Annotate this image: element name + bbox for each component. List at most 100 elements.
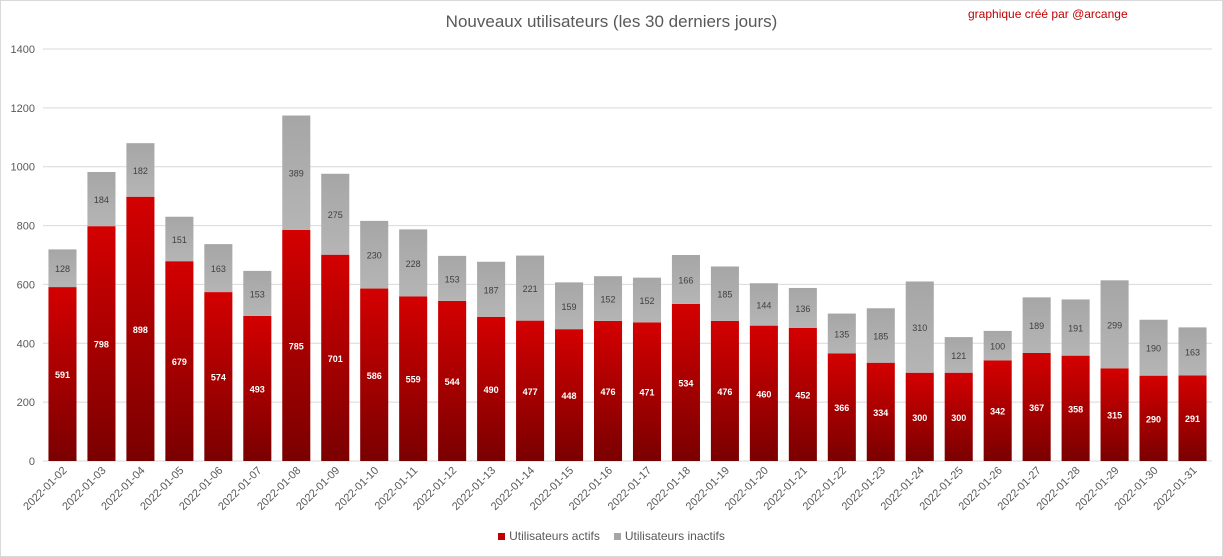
data-label-active: 448 [562, 391, 577, 401]
bar-inactive [204, 244, 233, 293]
data-label-inactive: 163 [1185, 347, 1200, 357]
data-label-active: 574 [211, 373, 226, 383]
bar-active [126, 196, 155, 461]
bar-active [1178, 375, 1207, 461]
data-label-inactive: 230 [367, 251, 382, 261]
bar-active [749, 325, 778, 461]
y-tick-label: 1200 [11, 103, 35, 115]
bar-inactive [555, 282, 584, 330]
bar-active [1061, 355, 1090, 461]
data-label-active: 300 [951, 413, 966, 423]
data-label-inactive: 187 [484, 285, 499, 295]
bar-inactive [983, 330, 1012, 361]
bar-inactive [710, 266, 739, 321]
bar-active [866, 362, 895, 461]
data-label-inactive: 121 [951, 351, 966, 361]
data-label-active: 471 [639, 388, 654, 398]
data-label-inactive: 275 [328, 210, 343, 220]
data-label-active: 291 [1185, 414, 1200, 424]
bar-active [516, 320, 545, 461]
bar-active [204, 292, 233, 461]
data-label-active: 342 [990, 407, 1005, 417]
data-label-active: 358 [1068, 404, 1083, 414]
bar-active [632, 322, 662, 461]
data-label-inactive: 228 [406, 259, 421, 269]
bar-inactive [282, 115, 311, 230]
bar-inactive [671, 255, 700, 304]
data-label-inactive: 182 [133, 166, 148, 176]
bar-inactive [243, 270, 272, 316]
bar-active [165, 261, 194, 461]
bar-active [48, 287, 77, 461]
bar-active [593, 320, 623, 461]
data-label-active: 898 [133, 325, 148, 335]
bar-inactive [1100, 280, 1129, 369]
legend-item-inactive: Utilisateurs inactifs [613, 529, 725, 543]
bar-inactive [165, 216, 194, 262]
bar-inactive [87, 172, 116, 227]
data-label-inactive: 184 [94, 195, 109, 205]
data-label-active: 460 [756, 389, 771, 399]
bar-active [944, 372, 973, 461]
chart-credit: graphique créé par @arcange [968, 7, 1128, 21]
bar-active [1139, 375, 1168, 461]
data-label-inactive: 189 [1029, 321, 1044, 331]
data-label-inactive: 310 [912, 323, 927, 333]
bar-inactive [360, 220, 389, 289]
bar-active [321, 254, 350, 461]
bar-inactive [477, 261, 506, 317]
bar-active [87, 226, 116, 461]
data-label-active: 493 [250, 384, 265, 394]
data-label-inactive: 153 [250, 289, 265, 299]
bar-active [1022, 352, 1051, 461]
data-label-inactive: 100 [990, 342, 1005, 352]
bar-inactive [866, 308, 895, 363]
bar-active [243, 315, 272, 461]
legend-item-active: Utilisateurs actifs [498, 529, 600, 543]
data-label-active: 315 [1107, 411, 1122, 421]
data-label-inactive: 135 [834, 329, 849, 339]
legend-label-inactive: Utilisateurs inactifs [624, 529, 725, 543]
data-label-active: 591 [55, 370, 70, 380]
bar-inactive [593, 276, 623, 321]
bar-inactive [632, 277, 662, 323]
bar-inactive [399, 229, 428, 297]
y-tick-label: 1400 [11, 44, 35, 56]
bar-inactive [788, 287, 817, 328]
legend-label-active: Utilisateurs actifs [509, 529, 600, 543]
bar-inactive [944, 337, 973, 373]
data-label-active: 477 [523, 387, 538, 397]
data-label-inactive: 185 [717, 290, 732, 300]
data-label-active: 534 [678, 378, 693, 388]
chart-title: Nouveaux utilisateurs (les 30 derniers j… [445, 12, 778, 31]
data-label-inactive: 221 [523, 284, 538, 294]
bar-inactive [827, 313, 856, 354]
data-label-active: 334 [873, 408, 888, 418]
bar-inactive [905, 281, 934, 373]
data-label-active: 367 [1029, 403, 1044, 413]
bar-inactive [1022, 297, 1051, 353]
data-label-inactive: 190 [1146, 344, 1161, 354]
data-label-inactive: 128 [55, 264, 70, 274]
data-label-active: 476 [601, 387, 616, 397]
bar-inactive [1139, 319, 1168, 376]
legend-swatch-active [498, 532, 506, 540]
data-label-active: 559 [406, 375, 421, 385]
bar-inactive [1061, 299, 1090, 356]
data-label-inactive: 153 [445, 274, 460, 284]
data-label-inactive: 166 [678, 275, 693, 285]
bar-active [827, 353, 856, 461]
bar-inactive [321, 173, 350, 255]
data-label-inactive: 144 [756, 300, 771, 310]
data-label-active: 366 [834, 403, 849, 413]
data-label-inactive: 152 [639, 296, 654, 306]
y-tick-label: 400 [17, 338, 35, 350]
data-label-inactive: 152 [601, 295, 616, 305]
y-tick-label: 0 [29, 456, 35, 468]
bar-inactive [126, 143, 155, 197]
legend-swatch-inactive [613, 532, 621, 540]
data-label-inactive: 185 [873, 331, 888, 341]
bar-inactive [48, 249, 77, 288]
chart-legend: Utilisateurs actifs Utilisateurs inactif… [0, 529, 1223, 543]
